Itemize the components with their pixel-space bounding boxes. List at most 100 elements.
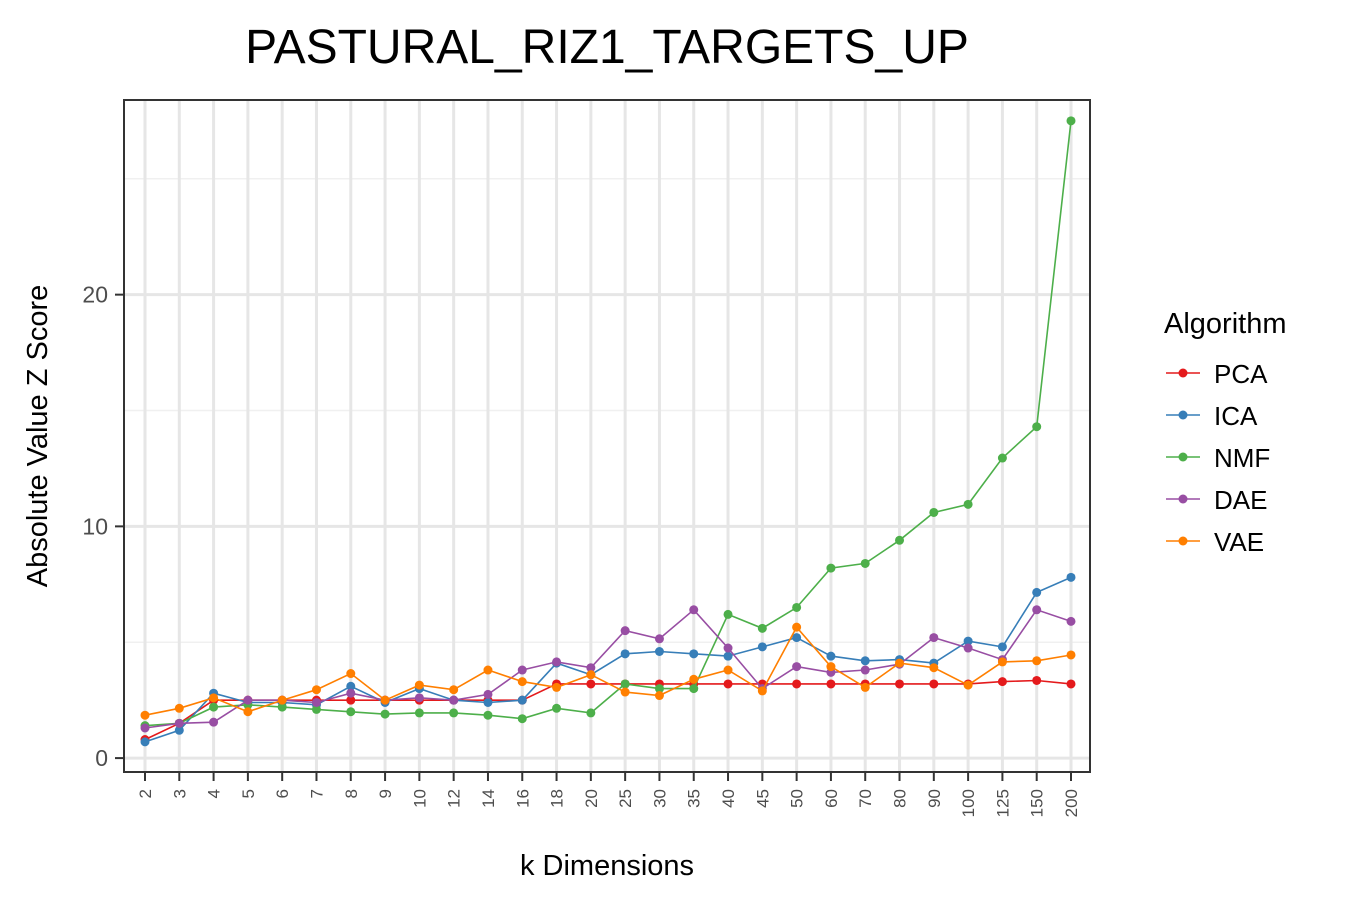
x-tick-label: 90 — [925, 789, 944, 808]
x-tick-label: 45 — [753, 789, 772, 808]
point-pca — [997, 677, 1007, 687]
x-tick-label: 125 — [993, 789, 1012, 817]
point-vae — [209, 693, 219, 703]
point-nmf — [517, 714, 527, 724]
point-nmf — [997, 453, 1007, 463]
point-vae — [757, 686, 767, 696]
point-vae — [620, 687, 630, 697]
point-dae — [792, 662, 802, 672]
point-ica — [826, 651, 836, 661]
point-vae — [517, 677, 527, 687]
x-tick-label: 40 — [719, 789, 738, 808]
point-pca — [1032, 675, 1042, 685]
series-layer — [140, 116, 1076, 747]
point-vae — [140, 710, 150, 720]
point-nmf — [277, 702, 287, 712]
point-vae — [174, 703, 184, 713]
point-ica — [483, 697, 493, 707]
legend-key-point — [1178, 536, 1188, 546]
point-dae — [1066, 616, 1076, 626]
x-tick-label: 6 — [273, 789, 292, 798]
point-ica — [1032, 587, 1042, 597]
point-nmf — [346, 707, 356, 717]
point-nmf — [449, 708, 459, 718]
x-tick-label: 3 — [170, 789, 189, 798]
point-nmf — [689, 684, 699, 694]
point-ica — [860, 656, 870, 666]
point-vae — [723, 665, 733, 675]
chart-title: PASTURAL_RIZ1_TARGETS_UP — [245, 21, 969, 74]
point-nmf — [929, 507, 939, 517]
point-vae — [963, 680, 973, 690]
legend-key-point — [1178, 452, 1188, 462]
x-axis-label: k Dimensions — [520, 850, 694, 882]
point-ica — [346, 681, 356, 691]
x-tick-label: 30 — [650, 789, 669, 808]
point-vae — [1032, 656, 1042, 666]
x-tick-label: 9 — [376, 789, 395, 798]
point-vae — [895, 658, 905, 668]
legend-item-pca: PCA — [1166, 359, 1268, 389]
point-ica — [654, 647, 664, 657]
x-tick-label: 60 — [822, 789, 841, 808]
series-line-nmf — [144, 120, 1072, 727]
x-tick-label: 200 — [1062, 789, 1081, 817]
point-vae — [689, 674, 699, 684]
legend-item-dae: DAE — [1166, 485, 1267, 515]
x-axis: 2 3 4 5 6 7 8 9 10 12 14 16 18 20 25 30 35 40 45 50 60 70 80 90… — [136, 772, 1081, 817]
point-nmf — [723, 609, 733, 619]
point-dae — [963, 643, 973, 653]
point-vae — [380, 695, 390, 705]
x-tick-label: 2 — [136, 789, 155, 798]
point-dae — [414, 693, 424, 703]
point-vae — [414, 680, 424, 690]
point-nmf — [414, 708, 424, 718]
point-dae — [311, 697, 321, 707]
legend-item-nmf: NMF — [1166, 443, 1270, 473]
point-dae — [929, 633, 939, 643]
y-axis-label: Absolute Value Z Score — [22, 285, 54, 588]
legend-label: PCA — [1214, 359, 1268, 389]
point-ica — [174, 725, 184, 735]
x-tick-label: 8 — [342, 789, 361, 798]
point-ica — [963, 636, 973, 646]
point-dae — [860, 665, 870, 675]
point-dae — [140, 723, 150, 733]
x-tick-label: 80 — [891, 789, 910, 808]
point-vae — [552, 682, 562, 692]
y-tick-label: 20 — [82, 282, 108, 308]
point-vae — [860, 682, 870, 692]
point-dae — [174, 718, 184, 728]
series-line-dae — [144, 608, 1072, 729]
legend-title: Algorithm — [1164, 308, 1287, 340]
point-vae — [311, 685, 321, 695]
x-tick-label: 50 — [788, 789, 807, 808]
point-pca — [723, 679, 733, 689]
x-tick-label: 10 — [410, 789, 429, 808]
point-nmf — [1032, 422, 1042, 432]
legend-key-point — [1178, 494, 1188, 504]
point-vae — [277, 695, 287, 705]
legend-label: VAE — [1214, 527, 1264, 557]
x-tick-label: 100 — [959, 789, 978, 817]
point-ica — [792, 633, 802, 643]
x-tick-label: 25 — [616, 789, 635, 808]
point-dae — [552, 657, 562, 667]
x-tick-label: 35 — [685, 789, 704, 808]
series-line-ica — [144, 576, 1072, 743]
point-nmf — [757, 623, 767, 633]
point-nmf — [483, 710, 493, 720]
point-vae — [929, 663, 939, 673]
y-tick-label: 10 — [82, 513, 108, 539]
point-dae — [346, 688, 356, 698]
point-pca — [895, 679, 905, 689]
series-line-vae — [144, 625, 1072, 716]
point-ica — [757, 642, 767, 652]
point-ica — [517, 695, 527, 705]
point-dae — [243, 695, 253, 705]
x-tick-label: 20 — [582, 789, 601, 808]
point-vae — [997, 657, 1007, 667]
point-ica — [997, 642, 1007, 652]
point-dae — [723, 643, 733, 653]
point-dae — [689, 605, 699, 615]
